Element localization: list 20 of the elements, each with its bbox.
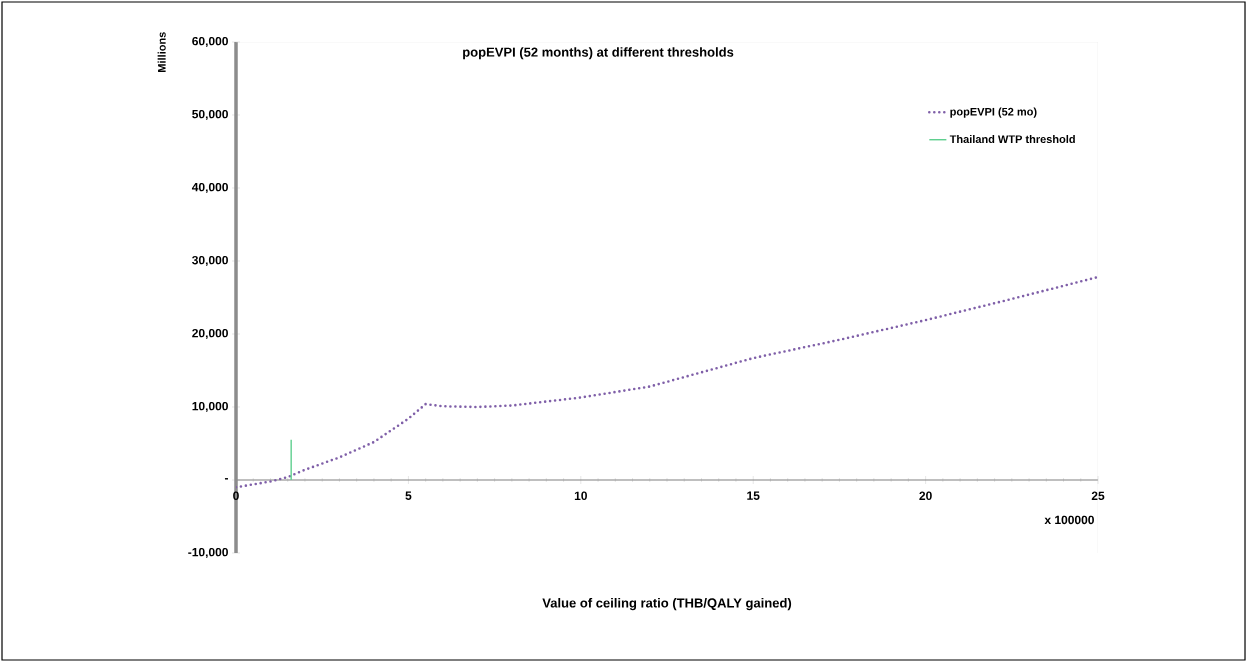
legend-label: popEVPI (52 mo) (950, 107, 1037, 118)
y-tick-label: 40,000 (191, 182, 228, 194)
y-tick-label: 30,000 (192, 255, 228, 267)
y-tick-label: 10,000 (192, 401, 228, 413)
chart-title: popEVPI (52 months) at different thresholds (463, 47, 734, 60)
x-tick-label: 5 (405, 491, 412, 500)
annotation: x 100000 (1044, 515, 1094, 525)
legend-label: Thailand WTP threshold (949, 134, 1075, 144)
y-tick-label: 50,000 (192, 109, 228, 121)
x-tick-label: 10 (574, 491, 587, 501)
x-tick-label: 25 (1091, 491, 1105, 501)
x-tick-label: 0 (233, 491, 239, 501)
x-axis-title: Value of ceiling ratio (THB/QALY gained) (542, 598, 792, 611)
y-axis-title: Millions (157, 32, 166, 72)
y-tick-label: -10,000 (188, 547, 228, 559)
y-tick-label: - (224, 478, 228, 480)
x-tick-label: 15 (747, 491, 760, 500)
x-tick-label: 20 (919, 491, 932, 501)
y-tick-label: 20,000 (192, 328, 228, 340)
y-tick-label: 60,000 (192, 36, 228, 48)
